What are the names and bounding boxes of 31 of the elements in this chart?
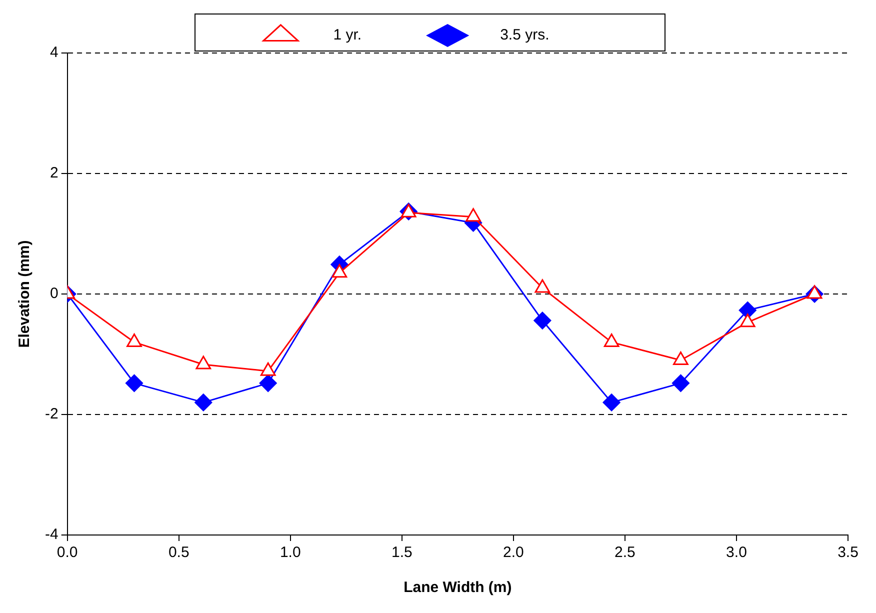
y-axis-title: Elevation (mm) [16,240,34,348]
y-tick-label: 0 [50,285,58,302]
point [740,314,756,328]
y-tick-label: 2 [50,164,58,182]
point [259,374,277,392]
point [672,374,690,392]
y-tick-label: -2 [44,406,58,423]
x-tick-label: 2.5 [614,544,636,562]
x-tick-label: 3.0 [726,544,747,562]
x-axis-title: Lane Width (m) [404,579,512,596]
legend-label: 3.5 yrs. [475,26,600,44]
point [400,204,416,218]
point [194,394,212,412]
point [534,312,552,330]
legend-label: 1 yr. [308,26,412,44]
point [602,394,620,412]
point [806,285,822,299]
x-tick-label: 0.5 [168,544,190,562]
point [534,279,550,293]
x-tick-label: 1.5 [391,544,412,562]
y-tick-label: -4 [44,526,58,544]
x-tick-label: 1.0 [280,544,301,562]
x-tick-label: 0.0 [56,544,78,562]
y-tick-label: 4 [50,44,58,62]
point [466,208,481,222]
x-tick-label: 2.0 [503,544,524,562]
point [738,302,756,320]
point [126,374,143,392]
x-tick-label: 3.5 [838,544,858,562]
point [673,352,688,366]
point [332,264,348,278]
